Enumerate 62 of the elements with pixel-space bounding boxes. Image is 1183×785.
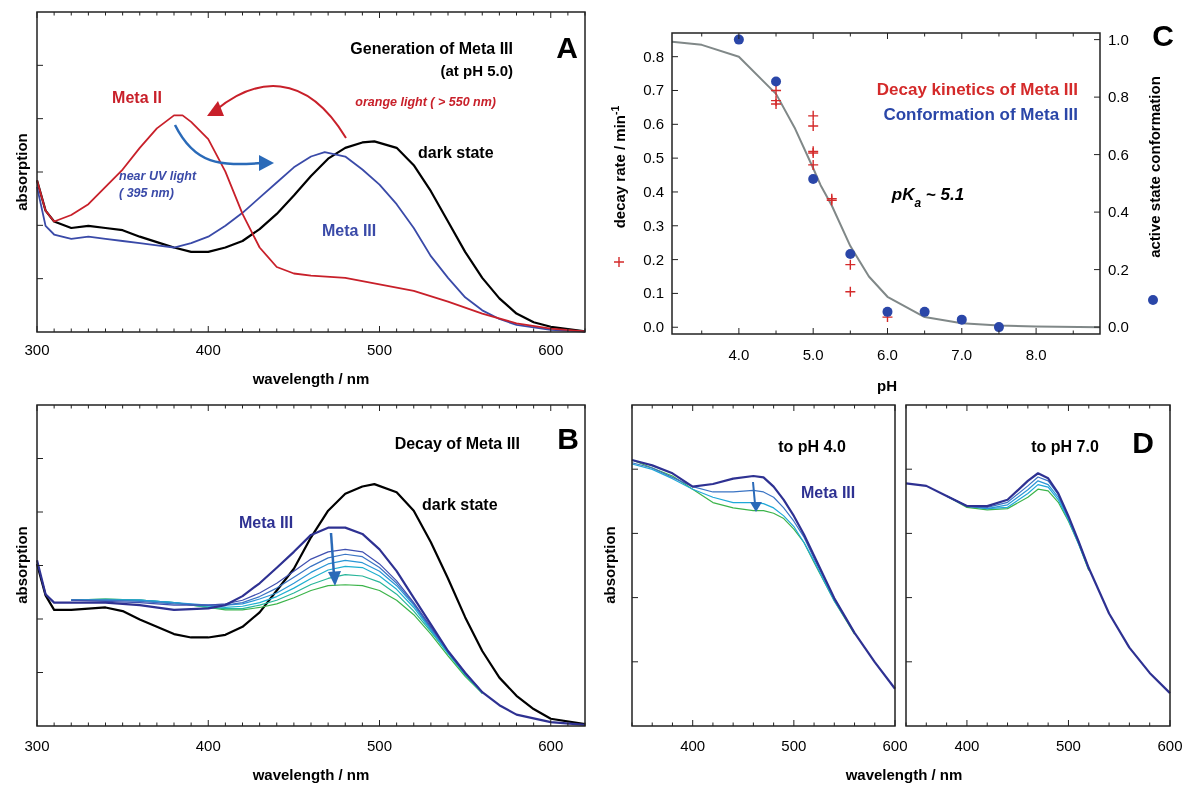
x-tick-label: 500: [781, 737, 807, 754]
y2-tick-label: 0.4: [1108, 203, 1129, 221]
y-axis-title: absorption: [601, 526, 618, 604]
y2-tick-label: 0.2: [1108, 260, 1129, 278]
series-label: Meta III: [239, 514, 294, 531]
x-tick-label: 400: [195, 341, 221, 358]
chart-title: to pH 7.0: [1031, 438, 1099, 455]
chart-title: Decay of Meta III: [394, 435, 520, 452]
text: Decay kinetics of Meta III: [876, 80, 1078, 99]
x-axis-title: wavelength / nm: [844, 766, 963, 783]
y-tick-label: 0.3: [643, 216, 664, 234]
x-axis-title: wavelength / nm: [251, 370, 370, 387]
y-axis-title: absorption: [13, 133, 30, 211]
x-tick-label: 600: [538, 341, 564, 358]
y-tick-label: 0.6: [643, 115, 664, 133]
y2-axis-title: active state conformation: [1146, 76, 1163, 258]
y-tick-label: 0.0: [643, 318, 664, 336]
x-tick-label: 400: [195, 737, 221, 754]
x-tick-label: 500: [1055, 737, 1081, 754]
y2-tick-label: 0.8: [1108, 88, 1129, 106]
y-tick-label: 0.4: [643, 182, 664, 200]
series-label: dark state: [422, 496, 498, 513]
series-label: Meta III: [322, 222, 377, 239]
chart-title: Generation of Meta III: [350, 40, 513, 57]
y2-tick-label: 0.0: [1108, 318, 1129, 336]
x-tick-label: 4.0: [728, 346, 750, 363]
series-label: Meta III: [801, 484, 856, 501]
y-tick-label: 0.1: [643, 284, 664, 302]
x-tick-label: 600: [538, 737, 564, 754]
x-tick-label: 600: [882, 737, 908, 754]
series-label: Meta II: [112, 89, 162, 106]
chart-title: to pH 4.0: [778, 438, 846, 455]
text: C: [1152, 19, 1174, 52]
y-tick-label: 0.5: [643, 149, 664, 167]
x-tick-label: 8.0: [1025, 346, 1047, 363]
text: Conformation of Meta III: [883, 105, 1078, 124]
x-axis-title: pH: [877, 377, 897, 394]
x-tick-label: 7.0: [951, 346, 973, 363]
text: D: [1132, 426, 1154, 459]
series-label: dark state: [418, 144, 494, 161]
annotation: pK$_{a}$ ~ 5.1: [890, 185, 965, 210]
x-axis-title: wavelength / nm: [251, 766, 370, 783]
x-tick-label: 300: [24, 737, 50, 754]
y-tick-label: 0.7: [643, 81, 664, 99]
x-tick-label: 300: [24, 341, 50, 358]
text: B: [557, 422, 579, 455]
x-tick-label: 500: [366, 737, 393, 754]
x-tick-label: 6.0: [877, 346, 898, 363]
y-tick-label: 0.2: [643, 250, 664, 268]
y-axis-title: absorption: [13, 526, 30, 604]
y-tick-label: 0.8: [643, 47, 664, 65]
x-tick-label: 600: [1157, 737, 1183, 754]
y2-tick-label: 0.6: [1108, 145, 1129, 163]
x-tick-label: 400: [680, 737, 706, 754]
x-tick-label: 400: [954, 737, 980, 754]
text: A: [556, 31, 578, 64]
x-tick-label: 5.0: [802, 346, 824, 363]
x-tick-label: 500: [366, 341, 393, 358]
chart-subtitle: (at pH 5.0): [440, 62, 513, 79]
y2-tick-label: 1.0: [1108, 30, 1129, 48]
text: orange light ( > 550 nm): [355, 95, 496, 109]
annotation: near UV light ( 395 nm): [119, 169, 197, 200]
